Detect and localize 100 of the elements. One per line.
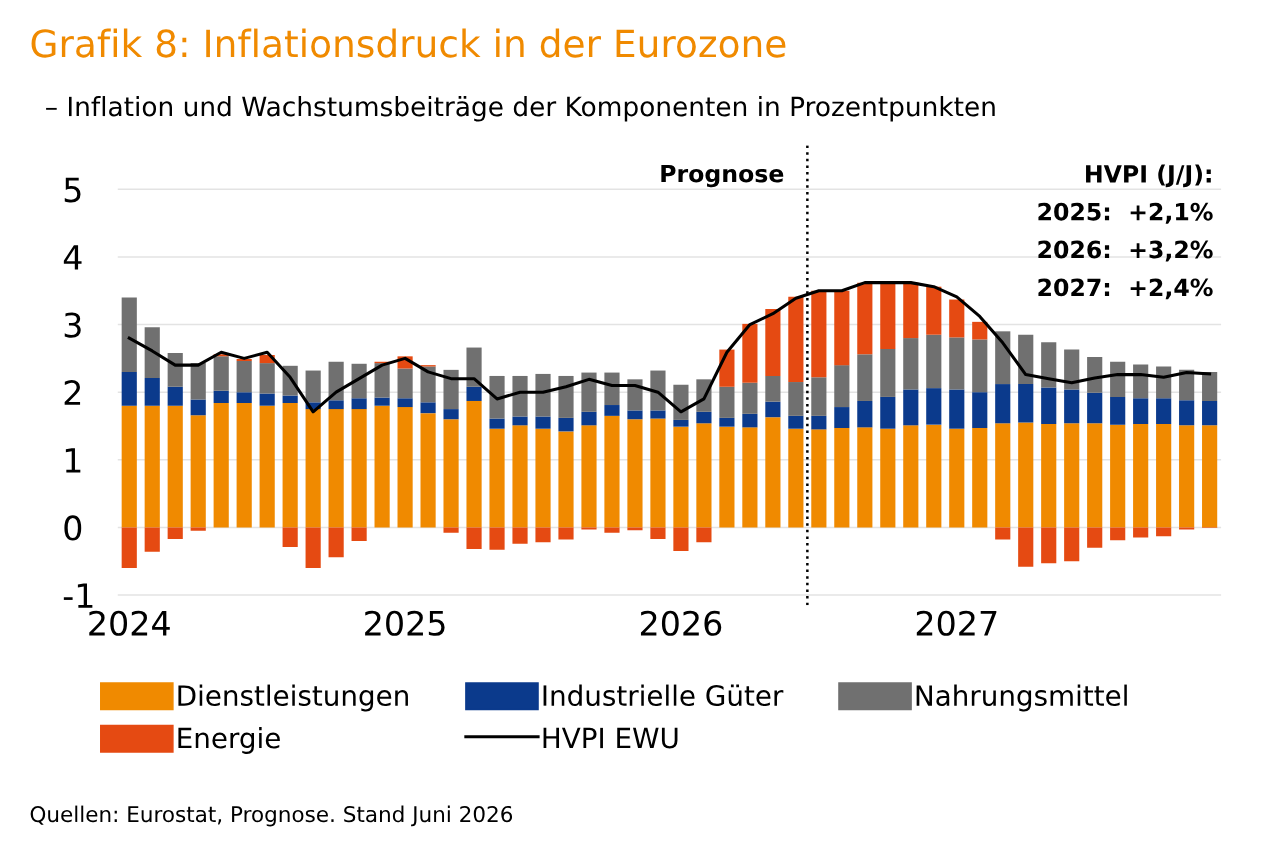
bar <box>1041 527 1057 564</box>
bar <box>1087 392 1103 424</box>
y-tick-label: 3 <box>64 312 81 338</box>
bar <box>949 337 965 390</box>
bar <box>466 386 482 401</box>
bar <box>604 527 620 533</box>
bar <box>880 396 896 429</box>
bar <box>880 348 896 397</box>
bar <box>1018 422 1034 528</box>
bar <box>742 413 758 428</box>
annotation: 2026: +3,2% <box>1038 240 1213 262</box>
bar <box>374 363 390 398</box>
bar <box>397 368 413 399</box>
bar <box>282 403 298 528</box>
bar <box>1156 423 1172 528</box>
bar <box>1064 527 1080 562</box>
bar <box>650 418 666 528</box>
bar <box>1018 334 1034 385</box>
bar <box>719 417 735 427</box>
bar <box>1202 371 1218 401</box>
bar <box>443 369 459 410</box>
bar <box>1110 396 1126 425</box>
bar <box>903 282 919 339</box>
bar <box>903 389 919 426</box>
annotation: HVPI (J/J): <box>1086 164 1211 188</box>
bar <box>627 419 643 528</box>
legend-label: Energie <box>178 727 280 754</box>
y-tick-label: 1 <box>65 448 81 473</box>
bar <box>1041 423 1057 528</box>
bar <box>811 290 827 378</box>
bar <box>742 427 758 528</box>
bar <box>512 425 528 528</box>
bar <box>995 527 1011 540</box>
bar <box>627 379 643 411</box>
bar <box>328 527 344 558</box>
chart-subtitle: – Inflation und Wachstumsbeiträge der Komponenten in Prozentpunkten <box>46 96 995 122</box>
bar <box>903 425 919 528</box>
bar <box>650 410 666 419</box>
bar <box>420 413 436 528</box>
bar <box>236 361 252 393</box>
bar <box>190 363 206 400</box>
bar <box>880 282 896 349</box>
bar <box>604 372 620 406</box>
bar <box>834 290 850 366</box>
bar <box>604 415 620 528</box>
bar <box>972 392 988 429</box>
x-tick-label: 2024 <box>89 610 170 636</box>
bar <box>1156 527 1172 537</box>
bar <box>167 352 183 387</box>
bar <box>604 405 620 416</box>
bar <box>995 423 1011 528</box>
bar <box>167 527 183 539</box>
bar <box>167 405 183 528</box>
bar <box>1064 389 1080 424</box>
bar <box>121 297 137 372</box>
bar <box>420 366 436 403</box>
bar <box>581 527 597 530</box>
bar <box>167 386 183 406</box>
bar <box>581 411 597 426</box>
bar <box>305 409 321 528</box>
bar <box>1156 366 1172 399</box>
bar <box>788 296 804 383</box>
bar <box>857 354 873 401</box>
legend-label: Industrielle Güter <box>543 684 784 707</box>
bar <box>489 375 505 419</box>
bar <box>1133 527 1149 538</box>
bar <box>903 338 919 390</box>
bar <box>282 527 298 548</box>
bar <box>765 401 781 418</box>
bar <box>765 417 781 528</box>
bar <box>719 426 735 528</box>
bar <box>535 416 551 429</box>
bar <box>282 395 298 403</box>
bar <box>926 286 942 335</box>
bar <box>673 527 689 552</box>
ref-line-label: Prognose <box>661 164 784 188</box>
annotation: 2027: +2,4% <box>1038 278 1213 300</box>
bar <box>1087 357 1103 393</box>
bar <box>834 365 850 408</box>
bar <box>351 398 367 410</box>
bar <box>880 428 896 528</box>
bar <box>489 428 505 528</box>
bar <box>857 282 873 355</box>
bar <box>742 382 758 414</box>
bar <box>121 371 137 406</box>
bar <box>443 419 459 528</box>
bar <box>489 418 505 429</box>
bar <box>765 375 781 402</box>
bar <box>489 527 505 550</box>
bar <box>397 398 413 408</box>
bar <box>121 527 137 569</box>
y-tick-label: 0 <box>64 515 82 541</box>
bar <box>259 393 275 406</box>
bar <box>328 400 344 410</box>
x-tick-label: 2025 <box>365 610 445 636</box>
bar <box>397 407 413 528</box>
bar <box>788 428 804 528</box>
bar <box>1179 400 1195 426</box>
bar <box>811 415 827 430</box>
bar <box>1179 527 1195 530</box>
